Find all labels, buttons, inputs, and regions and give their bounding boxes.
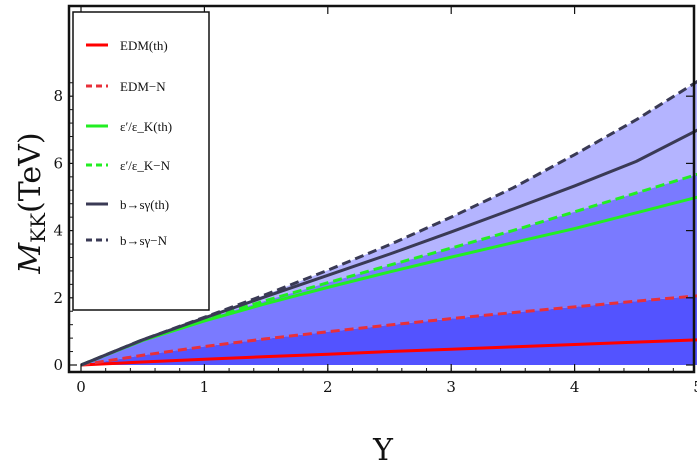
y-axis-title-subscript: KK: [26, 212, 50, 243]
y-tick-label-2: 2: [53, 289, 63, 307]
x-axis-title: Y: [372, 433, 394, 467]
series-line-b-s-th: [80, 128, 697, 367]
axis-ticks: 0 1 2 3 4 5 0 2 4 6 8: [53, 6, 697, 396]
legend-label-k-th: ε′/ε_K(th): [120, 119, 172, 134]
y-tick-label-4: 4: [53, 222, 63, 240]
legend-label-edm-th: EDM(th): [120, 38, 168, 53]
x-tick-label-1: 1: [200, 378, 210, 396]
y-tick-label-6: 6: [53, 154, 63, 172]
y-axis-title-unit: (TeV): [13, 132, 48, 213]
series-line-k-n: [80, 172, 697, 367]
x-tick-label-5: 5: [693, 378, 697, 396]
series-line-edm-th: [80, 338, 697, 367]
x-tick-label-3: 3: [446, 378, 456, 396]
y-tick-label-8: 8: [53, 87, 63, 105]
plot-frame: [67, 4, 696, 374]
series-layer: [80, 79, 697, 367]
series-line-edm-n: [80, 294, 697, 367]
legend-label-b-s-th: b→sγ(th): [120, 197, 169, 212]
series-line-b-s-n: [80, 79, 697, 367]
y-axis-title: MKK(TeV): [13, 132, 50, 274]
series-line-k-th: [80, 195, 697, 367]
legend-label-edm-n: EDM−N: [120, 79, 166, 94]
x-tick-label-4: 4: [570, 378, 580, 396]
x-tick-label-2: 2: [323, 378, 333, 396]
x-tick-label-0: 0: [76, 378, 86, 396]
legend-box: [72, 11, 210, 311]
legend-label-b-s-n: b→sγ−N: [120, 233, 168, 248]
legend: EDM(th) EDM−N ε′/ε_K(th) ε′/ε_K−N b→sγ(th) b→…: [72, 11, 210, 311]
band-3: [81, 295, 697, 365]
y-tick-label-0: 0: [53, 356, 63, 374]
legend-label-k-n: ε′/ε_K−N: [120, 158, 171, 173]
y-axis-title-symbol: M: [13, 242, 48, 275]
plot-border: [67, 4, 696, 374]
